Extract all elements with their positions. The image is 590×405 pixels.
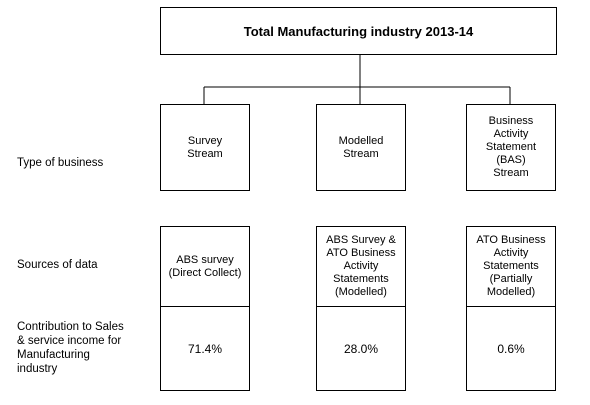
contribution-box-survey: 71.4% <box>160 306 250 391</box>
row-label-sources: Sources of data <box>17 259 98 271</box>
type-box-modelled: Modelled Stream <box>316 104 406 191</box>
source-box-modelled: ABS Survey & ATO Business Activity State… <box>316 226 406 307</box>
source-label-bas: ATO Business Activity Statements (Partia… <box>476 234 546 298</box>
contribution-value-bas: 0.6% <box>497 341 525 356</box>
source-box-bas: ATO Business Activity Statements (Partia… <box>466 226 556 307</box>
type-label-bas: Business Activity Statement (BAS) Stream <box>485 115 537 179</box>
type-label-modelled: Modelled Stream <box>338 134 384 160</box>
source-label-survey: ABS survey (Direct Collect) <box>168 253 242 279</box>
diagram-title: Total Manufacturing industry 2013-14 <box>243 23 474 39</box>
type-box-survey: Survey Stream <box>160 104 250 191</box>
title-box: Total Manufacturing industry 2013-14 <box>160 7 557 55</box>
type-label-survey: Survey Stream <box>187 134 223 160</box>
type-box-bas: Business Activity Statement (BAS) Stream <box>466 104 556 191</box>
row-label-type: Type of business <box>17 157 104 169</box>
contribution-box-modelled: 28.0% <box>316 306 406 391</box>
source-box-survey: ABS survey (Direct Collect) <box>160 226 250 307</box>
contribution-box-bas: 0.6% <box>466 306 556 391</box>
contribution-value-modelled: 28.0% <box>343 341 379 356</box>
contribution-value-survey: 71.4% <box>187 341 223 356</box>
row-label-contribution: Contribution to Sales & service income f… <box>17 321 124 375</box>
source-label-modelled: ABS Survey & ATO Business Activity State… <box>326 234 396 298</box>
